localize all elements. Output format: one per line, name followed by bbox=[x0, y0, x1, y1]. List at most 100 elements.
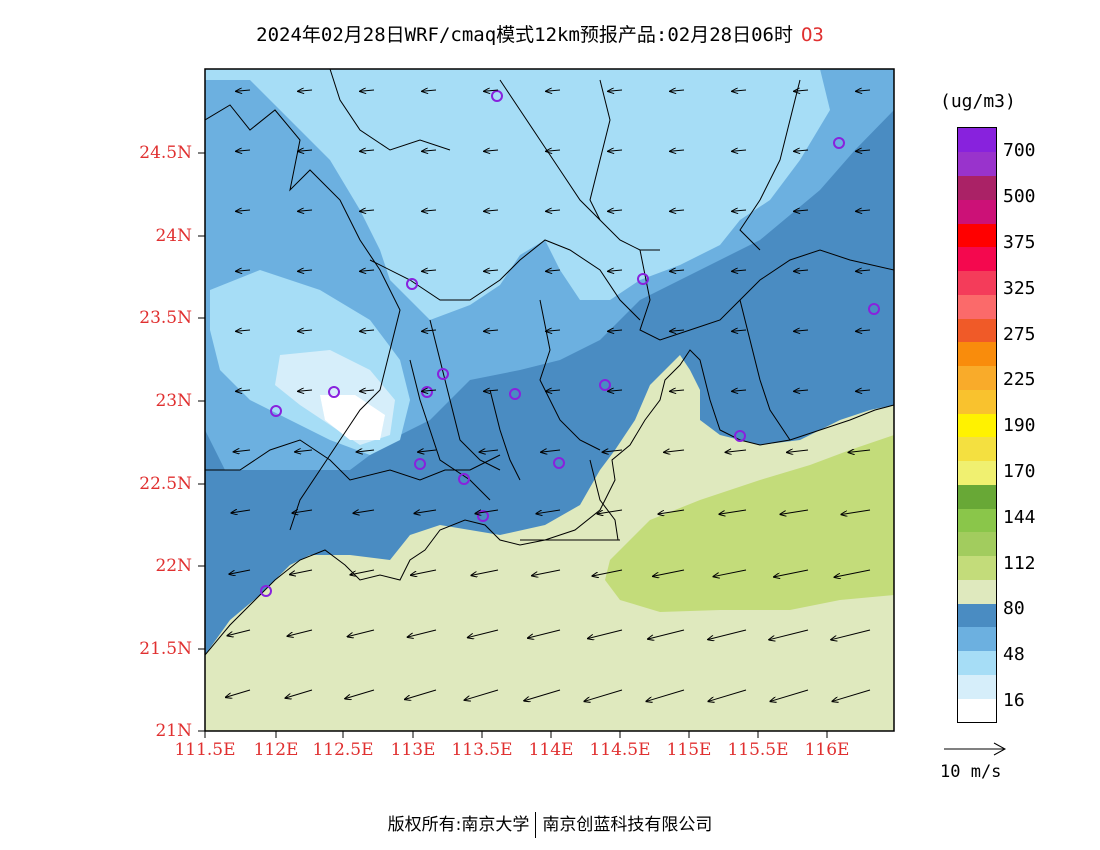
wind-arrow bbox=[664, 450, 685, 452]
site-marker bbox=[414, 458, 426, 470]
wind-arrow bbox=[546, 90, 561, 91]
wind-arrow bbox=[465, 689, 499, 700]
wind-arrow bbox=[856, 210, 871, 211]
wind-arrow bbox=[769, 629, 809, 640]
lon-label: 114.5E bbox=[589, 740, 651, 760]
site-marker bbox=[833, 137, 845, 149]
site-marker bbox=[328, 386, 340, 398]
colorbar-segment bbox=[958, 531, 996, 557]
wind-arrow bbox=[298, 390, 313, 391]
colorbar-units: (ug/m3) bbox=[940, 91, 1016, 112]
wind-arrow bbox=[360, 90, 375, 91]
footer-divider bbox=[535, 812, 537, 838]
lon-label: 112.5E bbox=[312, 740, 374, 760]
wind-arrow bbox=[411, 569, 437, 575]
site-marker bbox=[406, 278, 418, 290]
wind-arrow bbox=[708, 629, 747, 639]
lat-label: 23.5N bbox=[139, 308, 192, 328]
wind-arrow bbox=[588, 629, 623, 639]
wind-arrow bbox=[608, 210, 623, 211]
wind-arrow bbox=[295, 450, 313, 452]
reference-vector-label: 10 m/s bbox=[940, 762, 1002, 782]
wind-arrow bbox=[597, 509, 623, 514]
wind-arrow bbox=[670, 210, 685, 211]
wind-arrow bbox=[732, 150, 747, 151]
colorbar-label: 275 bbox=[1003, 324, 1036, 345]
colorbar-segment bbox=[958, 246, 996, 272]
colorbar-segment bbox=[958, 341, 996, 367]
wind-arrow bbox=[832, 689, 871, 701]
wind-arrow bbox=[484, 330, 499, 331]
colorbar-segment bbox=[958, 484, 996, 509]
wind-arrow bbox=[546, 210, 561, 211]
lat-label: 21.5N bbox=[139, 639, 192, 659]
colorbar-label: 190 bbox=[1003, 415, 1036, 436]
colorbar-label: 48 bbox=[1003, 644, 1025, 665]
colorbar-segment bbox=[958, 674, 996, 699]
wind-arrow bbox=[856, 390, 871, 391]
wind-arrow bbox=[546, 270, 561, 271]
wind-arrow bbox=[714, 569, 747, 577]
wind-arrow bbox=[360, 270, 375, 271]
field-light-blue bbox=[205, 69, 830, 320]
lon-label: 116E bbox=[804, 740, 850, 760]
site-marker bbox=[599, 379, 611, 391]
wind-arrow bbox=[286, 689, 313, 698]
colorbar-label: 170 bbox=[1003, 461, 1036, 482]
colorbar-segment bbox=[958, 650, 996, 675]
wind-arrow bbox=[418, 450, 437, 452]
colorbar-label: 375 bbox=[1003, 232, 1036, 253]
wind-arrow bbox=[794, 270, 809, 271]
wind-arrow bbox=[422, 270, 437, 271]
wind-arrow bbox=[236, 90, 251, 91]
wind-arrow bbox=[732, 210, 747, 211]
wind-arrow bbox=[536, 509, 561, 514]
monitoring-sites bbox=[260, 90, 880, 597]
wind-arrow bbox=[856, 270, 871, 271]
wind-arrow bbox=[780, 509, 809, 514]
wind-arrow bbox=[732, 270, 747, 271]
reference-vector-arrow bbox=[944, 742, 1007, 756]
wind-arrow bbox=[236, 210, 251, 211]
colorbar-segment bbox=[958, 436, 996, 462]
wind-arrow bbox=[298, 210, 313, 211]
wind-arrow bbox=[726, 450, 747, 452]
wind-arrow bbox=[856, 150, 871, 151]
wind-arrow bbox=[670, 90, 685, 91]
wind-arrow bbox=[298, 90, 313, 91]
colorbar-label: 325 bbox=[1003, 278, 1036, 299]
wind-arrow bbox=[231, 510, 251, 513]
wind-arrow bbox=[353, 510, 375, 513]
colorbar-segment bbox=[958, 698, 996, 723]
wind-arrow bbox=[408, 629, 437, 637]
wind-arrow bbox=[608, 90, 623, 91]
map-frame bbox=[204, 68, 895, 732]
lat-label: 24.5N bbox=[139, 143, 192, 163]
wind-vectors bbox=[226, 90, 871, 701]
site-marker bbox=[458, 473, 470, 485]
wind-arrow bbox=[732, 90, 747, 91]
colorbar-label: 225 bbox=[1003, 369, 1036, 390]
wind-arrow bbox=[484, 390, 499, 391]
wind-arrow bbox=[546, 330, 561, 331]
wind-arrow bbox=[719, 509, 747, 514]
lat-label: 22N bbox=[155, 556, 192, 576]
wind-arrow bbox=[236, 150, 251, 151]
wind-arrow bbox=[484, 150, 499, 151]
colorbar-label: 16 bbox=[1003, 690, 1025, 711]
wind-arrow bbox=[292, 510, 313, 513]
colorbar-segment bbox=[958, 223, 996, 248]
wind-arrow bbox=[670, 270, 685, 271]
wind-arrow bbox=[831, 629, 871, 640]
wind-arrow bbox=[227, 629, 251, 636]
wind-arrow bbox=[528, 629, 561, 638]
wind-arrow bbox=[670, 150, 685, 151]
wind-arrow bbox=[234, 450, 251, 452]
field-green bbox=[605, 435, 894, 612]
wind-arrow bbox=[422, 90, 437, 91]
wind-arrow bbox=[770, 689, 809, 701]
lat-label: 23N bbox=[155, 391, 192, 411]
site-marker bbox=[553, 457, 565, 469]
wind-arrow bbox=[422, 330, 437, 331]
